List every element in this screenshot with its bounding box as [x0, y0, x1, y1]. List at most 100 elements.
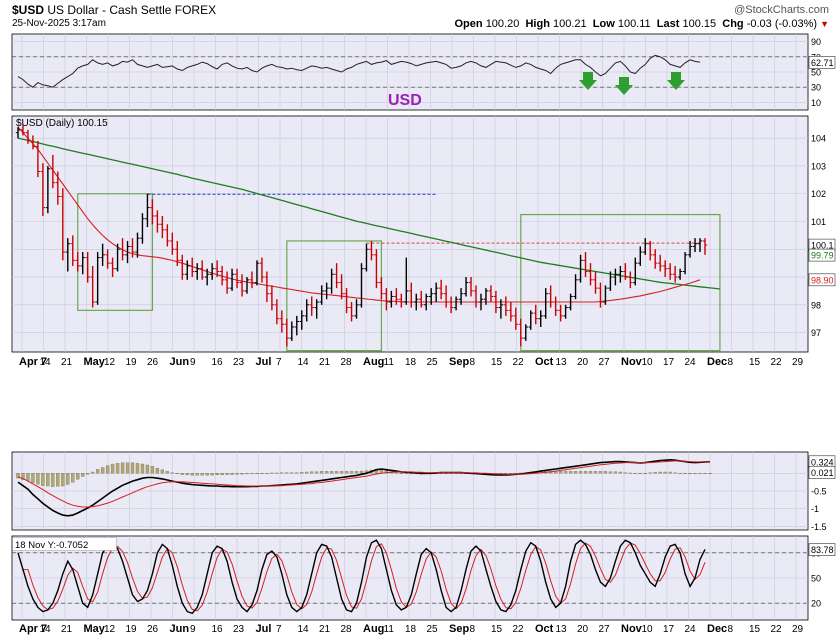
- price-ytick-label: 97: [811, 328, 821, 338]
- macd-histogram-bar: [339, 471, 344, 474]
- macd-histogram-bar: [76, 473, 80, 480]
- macd-histogram-bar: [285, 472, 289, 474]
- x-tick-label-bottom: 8: [728, 624, 734, 635]
- macd-histogram-bar: [633, 473, 637, 474]
- stoch-signal-line: [17, 542, 706, 612]
- x-tick-label: Sep: [449, 356, 469, 368]
- macd-histogram-bar: [36, 473, 40, 485]
- price-panel-bg: [11, 115, 809, 353]
- x-tick-label: Dec: [707, 356, 727, 368]
- macd-histogram-bar: [638, 473, 642, 474]
- x-tick-label: 18: [405, 357, 417, 368]
- macd-histogram-bar: [130, 462, 135, 474]
- x-tick-label: 22: [513, 357, 525, 368]
- x-tick-label-bottom: 15: [491, 624, 503, 635]
- rsi-ytick-label: 50: [811, 68, 821, 78]
- macd-histogram-bar: [688, 473, 692, 475]
- macd-hist-tag: 0.021: [811, 468, 834, 478]
- x-tick-label: 21: [61, 357, 73, 368]
- x-tick-label-bottom: 18: [405, 624, 417, 635]
- macd-histogram-bar: [96, 469, 100, 474]
- macd-histogram-bar: [180, 473, 184, 475]
- macd-histogram-bar: [240, 473, 244, 475]
- macd-histogram-bar: [46, 473, 50, 487]
- macd-histogram-bar: [578, 471, 583, 474]
- x-tick-label: 23: [233, 357, 245, 368]
- ma-short-tag-box: [808, 273, 836, 287]
- x-tick-label-bottom: 14: [40, 624, 52, 635]
- price-ytick-label: 102: [811, 189, 826, 199]
- x-tick-label: 16: [212, 357, 224, 368]
- macd-histogram-bar: [56, 473, 60, 487]
- macd-histogram-bar: [145, 464, 150, 474]
- rsi-ytick-label: 90: [811, 37, 821, 47]
- macd-histogram-bar: [603, 471, 608, 474]
- macd-histogram-bar: [643, 473, 647, 474]
- x-tick-label: 22: [771, 357, 783, 368]
- macd-histogram-bar: [61, 473, 65, 487]
- macd-histogram-bar: [170, 472, 174, 474]
- macd-histogram-bar: [81, 473, 85, 477]
- macd-histogram-bar: [683, 473, 687, 474]
- macd-histogram-bar: [320, 471, 324, 474]
- x-tick-label: 21: [319, 357, 331, 368]
- macd-histogram-bar: [404, 473, 408, 474]
- x-tick-label: 20: [577, 357, 589, 368]
- macd-histogram-bar: [673, 472, 677, 474]
- macd-histogram-bar: [100, 467, 105, 474]
- macd-ytick-label: -1: [811, 504, 819, 514]
- x-tick-label-bottom: 7: [276, 624, 282, 635]
- x-tick-label-bottom: Dec: [707, 623, 727, 635]
- last-value: 100.15: [682, 18, 717, 30]
- macd-histogram-bar: [215, 473, 219, 476]
- green-arrow-icon: [579, 72, 597, 90]
- x-tick-label: Apr 7: [19, 356, 47, 368]
- macd-histogram-bar: [354, 471, 359, 474]
- macd-histogram-bar: [230, 473, 234, 475]
- rsi-last-tag-box: [808, 56, 836, 69]
- macd-histogram-bar: [334, 471, 339, 474]
- stoch-ytick-label: 20: [811, 599, 821, 609]
- macd-histogram-bar: [165, 471, 169, 474]
- macd-histogram-bar: [509, 473, 513, 474]
- macd-histogram-bar: [235, 473, 239, 475]
- x-tick-label: Aug: [363, 356, 384, 368]
- x-tick-label: 17: [663, 357, 675, 368]
- macd-ytick-label: -1.5: [811, 522, 827, 532]
- macd-histogram-bar: [175, 473, 179, 474]
- stoch-panel-title: 18 Nov Y:-0.7052: [15, 540, 88, 551]
- macd-histogram-bar: [86, 473, 90, 475]
- usd-label: USD: [388, 92, 422, 109]
- exchange: FOREX: [174, 3, 217, 17]
- macd-histogram-bar: [245, 473, 249, 475]
- macd-histogram-bar: [648, 472, 652, 474]
- rsi-line: [17, 54, 701, 88]
- macd-histogram-bar: [593, 471, 598, 474]
- x-tick-label: 15: [749, 357, 761, 368]
- macd-histogram-bar: [583, 471, 588, 474]
- x-tick-label-bottom: 21: [319, 624, 331, 635]
- x-tick-label-bottom: 24: [685, 624, 697, 635]
- macd-histogram-bar: [693, 473, 697, 475]
- macd-histogram-bar: [255, 473, 259, 474]
- macd-histogram-bar: [623, 472, 627, 474]
- x-tick-label: 15: [491, 357, 503, 368]
- x-tick-label: 12: [104, 357, 116, 368]
- x-tick-label-bottom: 12: [104, 624, 116, 635]
- macd-histogram-bar: [658, 471, 662, 474]
- x-tick-label: 7: [276, 357, 282, 368]
- macd-histogram-bar: [678, 473, 682, 474]
- x-tick-label: 13: [556, 357, 568, 368]
- low-label: Low: [592, 18, 615, 30]
- rsi-last-tag: 62.71: [811, 58, 834, 68]
- macd-histogram-bar: [16, 473, 20, 479]
- stoch-ytick-label: 50: [811, 574, 821, 584]
- macd-histogram-bar: [205, 473, 209, 476]
- x-tick-label-bottom: 19: [126, 624, 138, 635]
- x-tick-label-bottom: Aug: [363, 623, 384, 635]
- macd-histogram-bar: [618, 471, 623, 474]
- x-tick-label-bottom: 28: [341, 624, 353, 635]
- chart-date: 25-Nov-2025 3:17am: [12, 18, 106, 29]
- macd-histogram-bar: [190, 473, 194, 476]
- macd-histogram-bar: [265, 473, 269, 474]
